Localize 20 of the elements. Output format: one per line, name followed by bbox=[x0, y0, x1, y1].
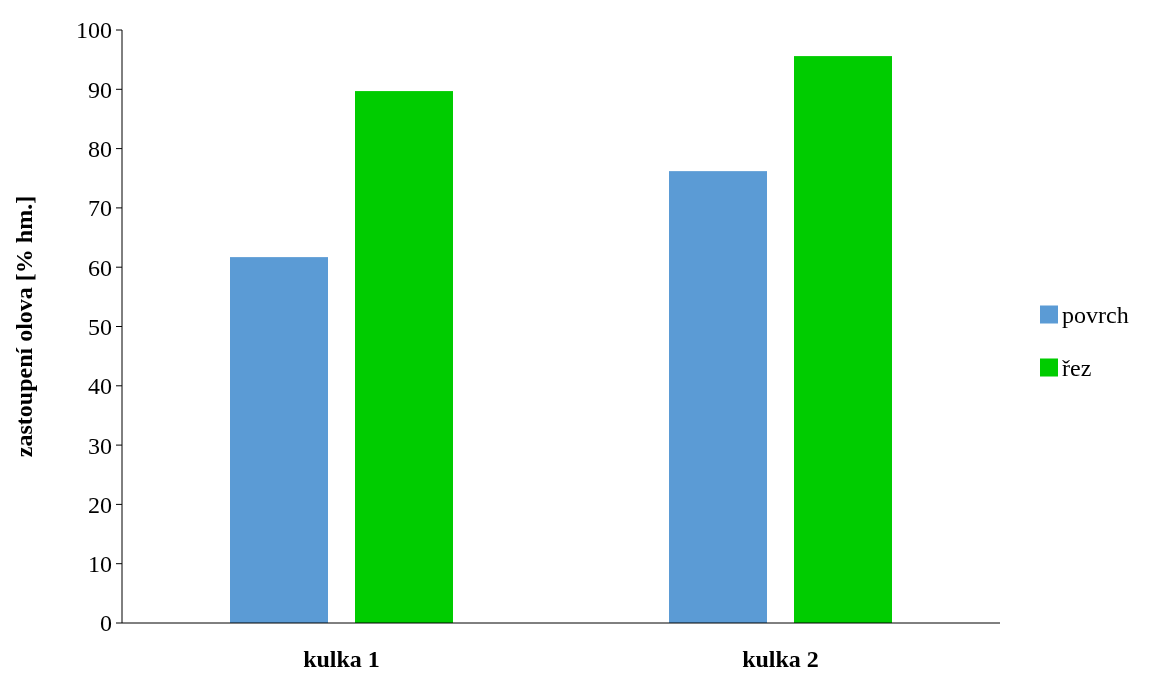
y-tick-label: 70 bbox=[88, 195, 112, 222]
y-tick-label: 100 bbox=[76, 17, 112, 44]
legend-label: povrch bbox=[1062, 301, 1129, 328]
y-axis-title: zastoupení olova [% hm.] bbox=[11, 195, 37, 458]
y-tick-label: 30 bbox=[88, 432, 112, 459]
bar bbox=[355, 91, 453, 623]
legend-label: řez bbox=[1062, 354, 1092, 381]
y-tick-label: 40 bbox=[88, 373, 112, 400]
y-tick-label: 0 bbox=[100, 610, 112, 637]
x-tick-label: kulka 1 bbox=[303, 646, 380, 672]
bar bbox=[669, 171, 767, 623]
y-tick-label: 90 bbox=[88, 76, 112, 103]
y-tick-label: 80 bbox=[88, 136, 112, 162]
x-tick-label: kulka 2 bbox=[742, 646, 819, 672]
y-tick-label: 10 bbox=[88, 551, 112, 578]
y-tick-label: 50 bbox=[88, 313, 112, 340]
bar bbox=[794, 56, 892, 623]
bar bbox=[230, 257, 328, 623]
y-tick-label: 20 bbox=[88, 491, 112, 518]
y-tick-label: 60 bbox=[88, 254, 112, 281]
